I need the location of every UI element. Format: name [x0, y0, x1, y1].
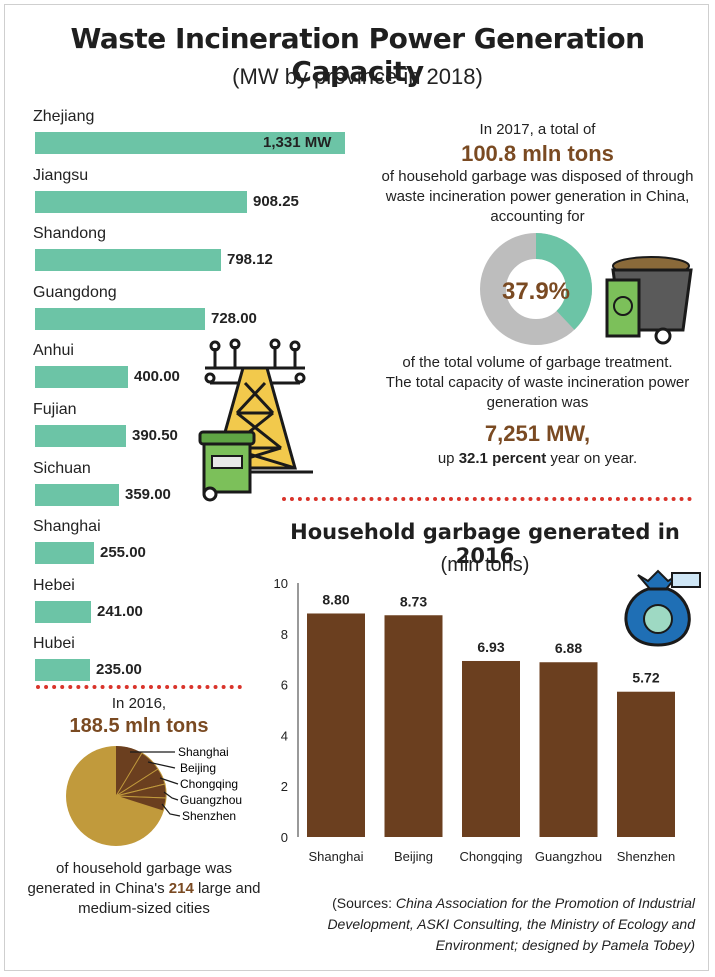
y-tick-label: 2: [281, 779, 288, 794]
pie-slice-shanghai: [116, 745, 142, 796]
province-value-label: 390.50: [132, 427, 178, 444]
province-bar: [35, 542, 94, 565]
sources-text-1: China Association for the Promotion of I…: [395, 895, 695, 911]
garbage-value-label: 6.93: [477, 639, 504, 655]
y-tick-label: 0: [281, 830, 288, 845]
province-label: Hebei: [33, 576, 75, 594]
province-label: Zhejiang: [33, 108, 95, 125]
garbage-value-label: 8.73: [400, 593, 427, 609]
province-bar: [35, 483, 119, 506]
garbage-category-label: Shenzhen: [617, 849, 676, 864]
info-2016-line2: of household garbage was: [56, 860, 232, 877]
info-2017-line4: accounting for: [490, 208, 585, 225]
cities-suffix: large and: [193, 880, 261, 897]
garbage-category-label: Guangzhou: [535, 849, 602, 864]
green-trash-bin-icon: [198, 430, 256, 502]
garbage-bar-chart: 0 2 4 6 8 10 8.80 Shanghai 8.73 Beijing 6.93 Chongq…: [274, 576, 676, 864]
province-bar: [35, 659, 90, 682]
province-label: Shanghai: [33, 518, 101, 536]
garbage-cart-icon: [605, 256, 693, 345]
province-bar: [35, 132, 345, 154]
province-label: Jiangsu: [33, 166, 89, 184]
garbage-bar: [384, 615, 443, 837]
info-2017-growth: up 32.1 percent year on year.: [370, 449, 705, 469]
province-label: Hubei: [33, 635, 75, 653]
info-2016-amount: 188.5 mln tons: [69, 715, 209, 737]
sources-note: (Sources: China Association for the Prom…: [275, 893, 695, 956]
garbage-bar: [462, 660, 520, 837]
garbage-category-label: Shanghai: [309, 849, 364, 864]
pie-label-guangzhou: Guangzhou: [180, 793, 242, 807]
sources-text-3: Environment; designed by Pamela Tobey): [435, 937, 695, 953]
garbage-bar: [307, 613, 365, 837]
province-value-label: 728.00: [211, 309, 257, 327]
province-label: Sichuan: [33, 459, 91, 477]
province-value-label: 235.00: [96, 661, 142, 679]
pie-label-shanghai: Shanghai: [178, 745, 229, 759]
province-bar: [35, 190, 247, 213]
info-2017-line1: In 2017, a total of: [479, 121, 596, 138]
info-2017-line6: The total capacity of waste incineration…: [385, 374, 690, 391]
y-tick-label: 8: [281, 627, 288, 642]
growth-percent: 32.1 percent: [458, 450, 547, 467]
province-value-label: 908.25: [253, 192, 299, 210]
info-2017-line2: of household garbage was disposed of thr…: [381, 168, 694, 185]
garbage-category-label: Beijing: [394, 849, 433, 864]
page-subtitle: (MW by province in 2018): [232, 64, 483, 89]
province-label: Fujian: [33, 401, 77, 418]
cities-prefix: generated in China's: [27, 880, 169, 897]
y-tick-label: 4: [281, 728, 288, 743]
info-2017-line3: waste incineration power generation in C…: [385, 188, 690, 205]
divider-left: [36, 685, 242, 689]
province-bar: [35, 307, 205, 330]
province-value-label: 241.00: [97, 602, 143, 620]
province-bar: [35, 366, 128, 389]
divider-right: [282, 497, 692, 501]
info-2017-amount: 100.8 mln tons: [461, 141, 614, 166]
province-value-label: 400.00: [134, 368, 180, 386]
province-value-label: 359.00: [125, 485, 171, 503]
info-2017-capacity: 7,251 MW,: [484, 421, 591, 446]
info-2017-line5: of the total volume of garbage treatment…: [402, 354, 673, 371]
province-value-label: 1,331 MW: [263, 134, 332, 151]
garbage-bag-icon: [624, 569, 701, 647]
pie-label-chongqing: Chongqing: [180, 777, 238, 791]
province-bar: [35, 249, 221, 272]
garbage-value-label: 8.80: [322, 591, 349, 607]
province-value-label: 255.00: [100, 544, 146, 562]
growth-prefix: up: [437, 450, 459, 467]
info-2016-line4: medium-sized cities: [78, 900, 210, 917]
province-label: Guangdong: [33, 283, 117, 301]
province-value-label: 798.12: [227, 251, 273, 269]
garbage-category-label: Chongqing: [460, 849, 523, 864]
pie-label-shenzhen: Shenzhen: [182, 809, 236, 823]
garbage-chart-subtitle: (mln tons): [440, 554, 530, 576]
province-label: Anhui: [33, 342, 74, 360]
garbage-bar: [539, 662, 598, 837]
garbage-chart-title: Household garbage generated in 2016: [290, 520, 680, 568]
province-bar: [35, 600, 91, 623]
garbage-bar: [617, 691, 675, 837]
pie-slice-shenzhen: [115, 795, 167, 812]
info-2016-line3: generated in China's 214 large and: [24, 879, 264, 899]
cities-pie-chart: Shanghai Beijing Chongqing Guangzhou She…: [66, 745, 242, 846]
info-2017-line7: generation was: [486, 394, 589, 411]
province-bar: [35, 425, 126, 447]
page-title: Waste Incineration Power Generation Capa…: [70, 22, 645, 88]
garbage-value-label: 6.88: [555, 640, 582, 656]
growth-suffix: year on year.: [546, 450, 638, 467]
cities-count: 214: [168, 880, 194, 897]
pie-label-beijing: Beijing: [180, 761, 216, 775]
y-tick-label: 6: [281, 678, 288, 693]
info-2016-line1: In 2016,: [111, 695, 167, 712]
donut-percent-label: 37.9%: [502, 278, 570, 305]
share-donut: 37.9%: [480, 233, 592, 345]
sources-prefix: (Sources:: [332, 895, 396, 911]
y-tick-label: 10: [274, 576, 288, 591]
garbage-value-label: 5.72: [632, 670, 659, 686]
province-label: Shandong: [33, 225, 106, 243]
sources-text-2: Development, ASKI Consulting, the Minist…: [327, 916, 695, 932]
